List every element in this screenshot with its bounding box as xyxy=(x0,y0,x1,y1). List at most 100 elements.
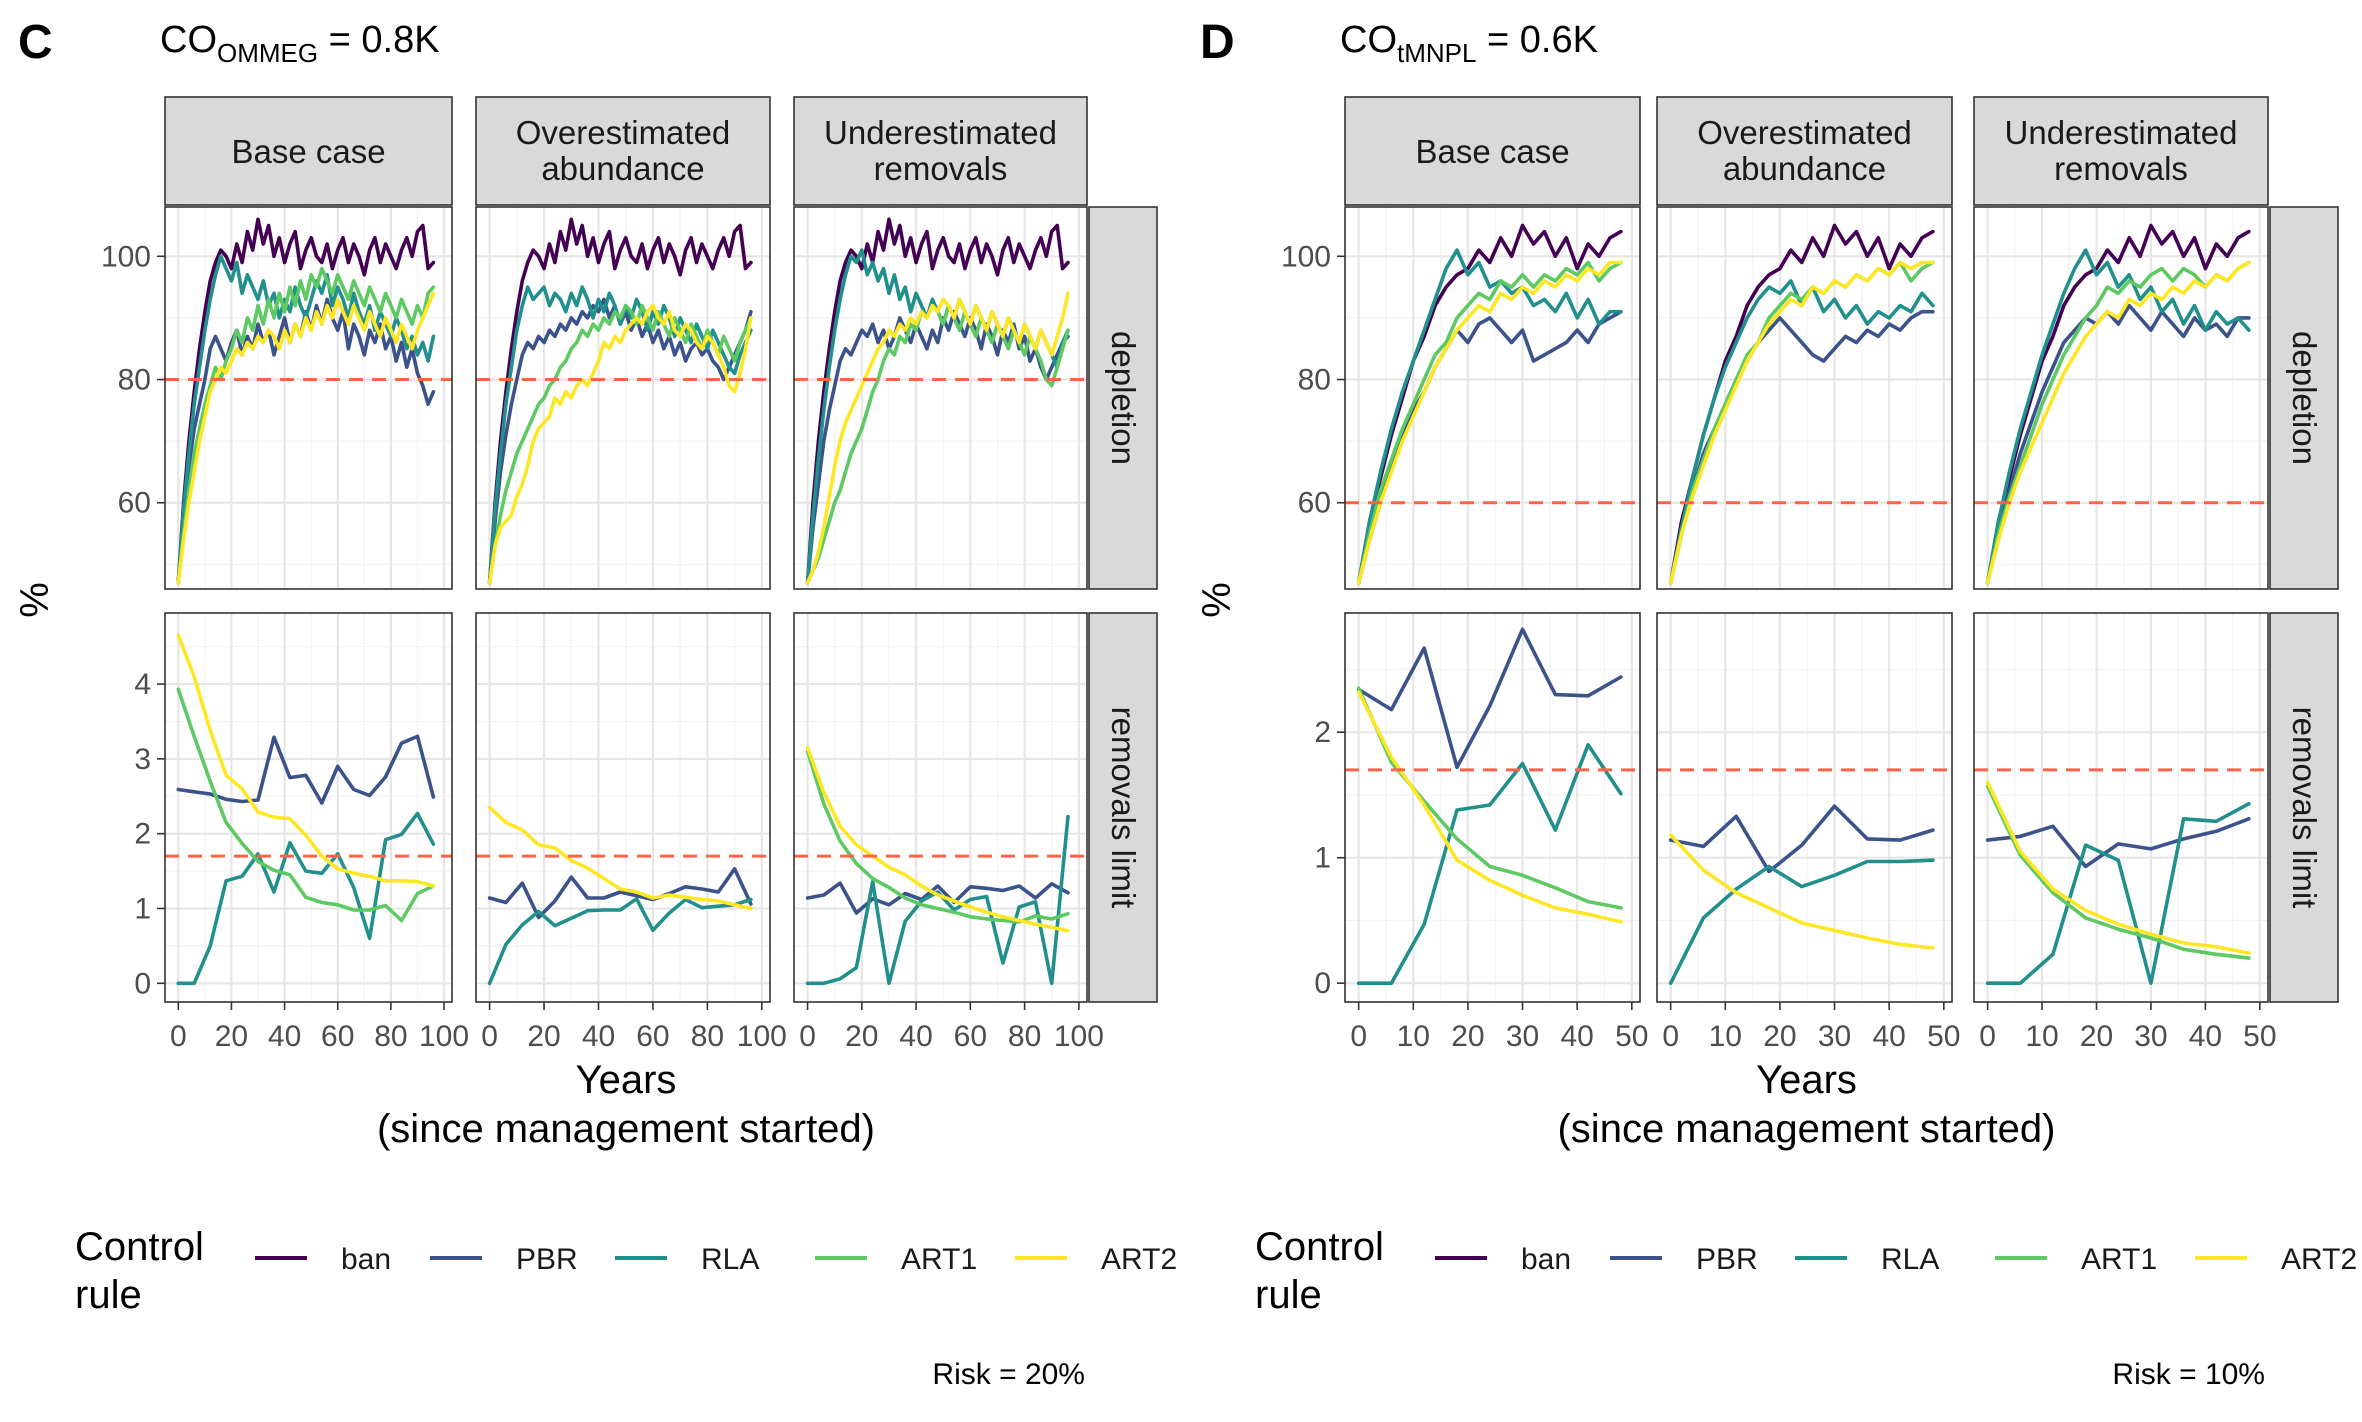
panel-background xyxy=(794,613,1087,1002)
series-line-rla xyxy=(1356,742,1623,986)
x-tick-label: 100 xyxy=(737,1020,787,1053)
x-tick-label: 40 xyxy=(268,1020,301,1053)
panel-frame xyxy=(164,206,453,590)
x-tick-label: 100 xyxy=(1054,1020,1104,1053)
facet-strip-2 xyxy=(1973,96,2269,206)
series-line-art2 xyxy=(487,303,753,585)
facet-label: Underestimated xyxy=(2005,114,2238,151)
chart-D: D COtMNPL = 0.6K Base case Overestimatedabu… xyxy=(1195,16,2357,1391)
legend-title: Control xyxy=(1255,1225,1384,1269)
facet-strip-1 xyxy=(475,96,771,206)
panel-background xyxy=(1345,207,1640,589)
panel-background xyxy=(1657,613,1952,1002)
panel-0-0 xyxy=(164,206,453,590)
series-line-rla xyxy=(1356,248,1623,585)
panel-1-0: 0 20 40 60 80 100 xyxy=(164,612,469,1053)
panel-frame xyxy=(475,612,771,1003)
row-strip-0 xyxy=(2269,206,2339,590)
legend-label: PBR xyxy=(1696,1243,1758,1276)
panel-0-1 xyxy=(1656,206,1953,590)
x-tick-label: 10 xyxy=(1709,1020,1742,1053)
facet-strip-1 xyxy=(1656,96,1953,206)
y-tick-label: 1 xyxy=(134,892,151,925)
panel-frame xyxy=(1973,612,2269,1003)
series-line-art1 xyxy=(176,687,436,923)
y-tick-label: 2 xyxy=(1314,716,1331,749)
series-line-pbr xyxy=(1356,627,1623,770)
legend-label: ART1 xyxy=(901,1243,977,1276)
series-line-art2 xyxy=(1356,690,1623,924)
x-tick-label: 40 xyxy=(2189,1020,2222,1053)
series-line-art1 xyxy=(1356,260,1623,585)
risk-label: Risk = 20% xyxy=(932,1358,1085,1391)
x-tick-label: 20 xyxy=(215,1020,248,1053)
legend-label: RLA xyxy=(1881,1243,1939,1276)
y-tick-label: 60 xyxy=(1298,487,1331,520)
series-line-pbr xyxy=(176,734,436,805)
panel-frame xyxy=(793,206,1088,590)
series-line-pbr xyxy=(487,866,753,920)
y-tick-label: 2 xyxy=(134,818,151,851)
title-rest: = 0.6K xyxy=(1476,19,1597,61)
x-tick-label: 30 xyxy=(1818,1020,1851,1053)
series-line-art2 xyxy=(805,745,1070,933)
title-main: CO xyxy=(1340,19,1397,61)
panel-background xyxy=(1657,207,1952,589)
legend-title: Control xyxy=(75,1225,204,1269)
y-tick-label: 1 xyxy=(1314,842,1331,875)
x-tick-label: 20 xyxy=(845,1020,878,1053)
facet-strip-0 xyxy=(164,96,453,206)
legend-label: RLA xyxy=(701,1243,759,1276)
series-line-art2 xyxy=(1668,260,1935,585)
legend-title: rule xyxy=(1255,1273,1322,1317)
panel-1-0: 0 10 20 30 40 50 xyxy=(1344,612,1648,1053)
legend-label: ART2 xyxy=(2281,1243,2357,1276)
facet-label: removals xyxy=(874,150,1008,187)
x-tick-label: 40 xyxy=(582,1020,615,1053)
panel-0-0 xyxy=(1344,206,1641,590)
x-tick-label: 10 xyxy=(2025,1020,2058,1053)
x-tick-label: 0 xyxy=(481,1020,498,1053)
title-rest: = 0.8K xyxy=(318,19,439,61)
panel-frame xyxy=(475,206,771,590)
series-line-art2 xyxy=(176,633,436,888)
series-line-pbr xyxy=(1985,816,2251,869)
panel-frame xyxy=(164,612,453,1003)
series-line-rla xyxy=(1985,248,2251,585)
row-label: depletion xyxy=(1105,331,1142,465)
panel-1-1: 0 20 40 60 80 100 xyxy=(475,612,787,1053)
panel-0-1 xyxy=(475,206,771,590)
x-tick-label: 40 xyxy=(899,1020,932,1053)
series-line-art2 xyxy=(176,291,436,585)
x-tick-label: 60 xyxy=(954,1020,987,1053)
series-line-art2 xyxy=(487,805,753,911)
x-tick-label: 0 xyxy=(1350,1020,1367,1053)
legend-label: ART1 xyxy=(2081,1243,2157,1276)
row-label: removals limit xyxy=(1105,707,1142,909)
row-label: depletion xyxy=(2286,331,2323,465)
x-tick-label: 50 xyxy=(1615,1020,1648,1053)
series-line-art1 xyxy=(1985,784,2251,960)
panel-frame xyxy=(1973,206,2269,590)
x-axis-subtitle: (since management started) xyxy=(377,1107,875,1151)
facet-label: Base case xyxy=(1415,133,1569,170)
panel-1-2: 0 10 20 30 40 50 xyxy=(1973,612,2277,1053)
title-main: CO xyxy=(160,19,217,61)
series-line-rla xyxy=(805,814,1070,986)
y-tick-label: 80 xyxy=(1298,364,1331,397)
facet-label: Overestimated xyxy=(516,114,731,151)
x-axis-subtitle: (since management started) xyxy=(1557,1107,2055,1151)
title-subscript: OMMEG xyxy=(217,38,318,68)
series-line-ban xyxy=(805,217,1070,585)
row-strip-0 xyxy=(1088,206,1158,590)
y-tick-label: 0 xyxy=(134,967,151,1000)
series-line-pbr xyxy=(805,881,1070,915)
x-tick-label: 0 xyxy=(799,1020,816,1053)
x-tick-label: 0 xyxy=(1662,1020,1679,1053)
series-line-pbr xyxy=(1356,309,1623,585)
series-line-art1 xyxy=(487,303,753,585)
